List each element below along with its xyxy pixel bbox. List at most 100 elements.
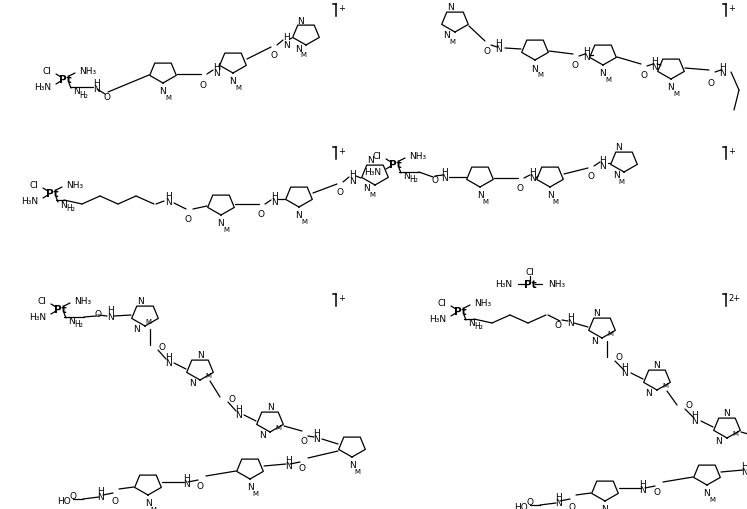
Text: H₃N: H₃N: [495, 280, 512, 289]
Text: H: H: [622, 363, 628, 372]
Text: NH₃: NH₃: [66, 181, 83, 190]
Text: N: N: [742, 468, 747, 476]
Text: H: H: [93, 79, 99, 89]
Text: H₃N: H₃N: [429, 315, 446, 324]
Text: H: H: [554, 493, 562, 501]
Text: N: N: [441, 174, 448, 183]
Text: H: H: [441, 168, 448, 177]
Text: Cl: Cl: [42, 67, 51, 76]
Text: HO: HO: [514, 502, 528, 509]
Text: O: O: [185, 215, 191, 224]
Text: M: M: [552, 199, 558, 205]
Text: N: N: [73, 88, 80, 96]
Text: N: N: [267, 403, 273, 412]
Text: Cl: Cl: [437, 299, 446, 308]
Text: H₂: H₂: [409, 175, 418, 184]
Text: O: O: [196, 482, 203, 491]
Text: H: H: [182, 473, 190, 483]
Text: +: +: [338, 293, 345, 302]
Text: H: H: [639, 479, 646, 489]
Text: N: N: [296, 211, 303, 220]
Text: NH₃: NH₃: [474, 299, 491, 308]
Text: M: M: [165, 95, 171, 101]
Text: +: +: [338, 147, 345, 156]
Text: +: +: [338, 4, 345, 13]
Text: N: N: [477, 191, 483, 200]
Text: O: O: [616, 353, 622, 362]
Text: Cl: Cl: [29, 181, 38, 190]
Text: N: N: [613, 171, 619, 180]
Text: NH₃: NH₃: [548, 280, 565, 289]
Text: H₂: H₂: [74, 320, 83, 329]
Text: H: H: [651, 58, 658, 66]
Text: N: N: [532, 64, 539, 73]
Text: N: N: [68, 317, 75, 326]
Text: M: M: [300, 52, 306, 58]
Text: O: O: [571, 61, 578, 69]
Text: H₂: H₂: [66, 204, 75, 213]
Text: H: H: [495, 39, 503, 48]
Text: N: N: [616, 143, 622, 152]
Text: N: N: [137, 297, 143, 306]
Text: Pt: Pt: [59, 75, 71, 85]
Text: O: O: [111, 496, 119, 505]
Text: H: H: [98, 487, 105, 496]
Text: +: +: [728, 4, 735, 13]
Text: O: O: [199, 80, 206, 89]
Text: H: H: [285, 456, 291, 465]
Text: N: N: [554, 498, 562, 507]
Text: N: N: [213, 68, 220, 77]
Text: O: O: [229, 394, 235, 404]
Text: N: N: [98, 493, 105, 501]
Text: O: O: [483, 47, 491, 56]
Text: M: M: [618, 179, 624, 185]
Text: M: M: [369, 191, 375, 197]
Text: Pt: Pt: [46, 189, 58, 199]
Text: O: O: [69, 492, 76, 500]
Text: M: M: [732, 430, 738, 436]
Text: N: N: [164, 359, 171, 368]
Text: H₃N: H₃N: [21, 197, 38, 206]
Text: N: N: [716, 437, 722, 445]
Text: N: N: [600, 69, 607, 78]
Text: N: N: [654, 361, 660, 370]
Text: M: M: [301, 218, 307, 224]
Text: N: N: [349, 461, 356, 470]
Text: M: M: [145, 318, 151, 324]
Text: Pt: Pt: [54, 304, 66, 315]
Text: N: N: [367, 156, 374, 165]
Text: N: N: [235, 411, 241, 420]
Text: O: O: [587, 172, 595, 181]
Text: H₂: H₂: [79, 90, 88, 99]
Text: Cl: Cl: [526, 268, 534, 277]
Text: M: M: [482, 199, 488, 205]
Text: N: N: [93, 86, 99, 94]
Text: Pt: Pt: [524, 279, 536, 290]
Text: M: M: [537, 72, 543, 78]
Text: Cl: Cl: [37, 297, 46, 306]
Text: O: O: [516, 184, 524, 193]
Text: H: H: [213, 63, 220, 71]
Text: O: O: [299, 464, 306, 472]
Text: HO: HO: [58, 496, 71, 505]
Text: O: O: [95, 310, 102, 319]
Text: N: N: [583, 53, 590, 63]
Text: O: O: [258, 210, 264, 219]
Text: N: N: [182, 479, 190, 489]
Text: O: O: [640, 70, 648, 79]
Text: O: O: [158, 343, 166, 352]
Text: N: N: [724, 409, 731, 418]
Text: M: M: [205, 372, 211, 378]
Text: N: N: [60, 201, 66, 210]
Text: O: O: [654, 488, 660, 496]
Text: N: N: [145, 498, 152, 507]
Text: N: N: [704, 489, 710, 497]
Text: N: N: [160, 88, 167, 96]
Text: N: N: [645, 389, 652, 398]
Text: O: O: [104, 93, 111, 102]
Text: N: N: [622, 369, 628, 378]
Text: M: M: [607, 330, 613, 336]
Text: H₃N: H₃N: [364, 168, 381, 177]
Text: O: O: [270, 51, 277, 61]
Text: H: H: [600, 156, 607, 165]
